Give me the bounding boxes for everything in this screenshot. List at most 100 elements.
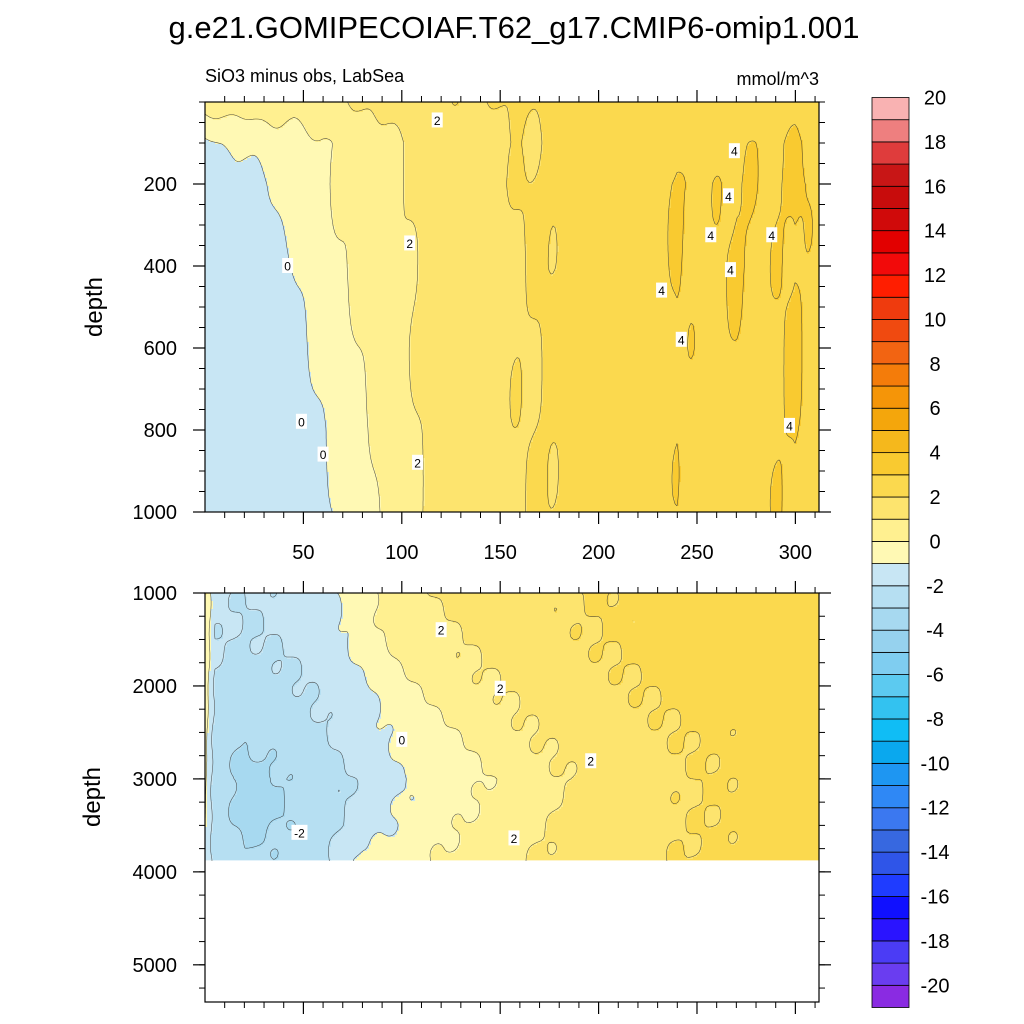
heatmap-cell [223,663,276,666]
heatmap-cell [205,675,210,678]
heatmap-cell [205,647,212,650]
heatmap-cell [581,637,604,640]
heatmap-cell [213,751,236,754]
heatmap-cell [325,416,370,419]
heatmap-cell [339,593,380,596]
heatmap-cell [795,284,798,287]
heatmap-cell [333,142,406,145]
heatmap-cell [783,474,819,477]
heatmap-cell [311,709,382,712]
heatmap-cell [783,490,819,493]
heatmap-cell [349,647,390,650]
heatmap-cell [223,635,242,638]
heatmap-cell [215,679,302,682]
heatmap-cell [509,118,528,121]
heatmap-cell [327,458,372,461]
heatmap-cell [415,302,528,305]
heatmap-cell [737,222,752,225]
heatmap-cell [729,839,740,842]
heatmap-cell [291,260,348,263]
heatmap-cell [231,763,274,766]
heatmap-cell [539,420,786,423]
heatmap-cell [207,769,214,772]
heatmap-cell [511,408,522,411]
heatmap-cell [205,314,308,317]
heatmap-cell [229,813,286,816]
heatmap-cell [355,793,402,796]
heatmap-cell [377,478,426,481]
heatmap-cell [221,118,244,121]
heatmap-cell [529,853,550,856]
heatmap-cell [285,653,350,656]
heatmap-cell [669,737,686,740]
heatmap-cell [205,312,308,315]
heatmap-cell [249,747,332,750]
heatmap-cell [803,314,819,317]
heatmap-cell [205,807,208,810]
heatmap-cell [557,252,670,255]
heatmap-cell [215,703,316,706]
heatmap-cell [245,593,272,596]
heatmap-cell [405,162,510,165]
heatmap-cell [205,134,310,137]
heatmap-cell [397,659,484,662]
heatmap-cell [327,426,370,429]
heatmap-cell [669,268,684,271]
heatmap-cell [363,354,412,357]
heatmap-cell [609,597,620,600]
heatmap-cell [801,294,819,297]
heatmap-cell [523,148,544,151]
heatmap-cell [205,352,310,355]
heatmap-cell [537,843,550,846]
heatmap-cell [213,821,232,824]
heatmap-cell [803,148,819,151]
heatmap-cell [243,627,266,630]
heatmap-cell [381,703,430,706]
heatmap-cell [811,208,819,211]
heatmap-cell [585,601,610,604]
heatmap-cell [533,110,538,113]
heatmap-cell [205,310,308,313]
heatmap-cell [525,214,670,217]
heatmap-cell [527,252,550,255]
heatmap-cell [723,204,744,207]
heatmap-cell [481,811,556,814]
heatmap-cell [671,799,682,802]
y-tick-label: 1000 [133,502,178,524]
heatmap-cell [519,693,632,696]
heatmap-cell [257,156,334,159]
heatmap-cell [403,791,474,794]
heatmap-cell [205,256,290,259]
heatmap-cell [205,819,208,822]
heatmap-cell [687,761,708,764]
contour-label: 4 [724,262,736,278]
heatmap-cell [511,134,526,137]
heatmap-cell [379,695,426,698]
heatmap-cell [243,118,294,121]
heatmap-cell [785,362,804,365]
heatmap-cell [525,238,552,241]
heatmap-cell [803,392,819,395]
heatmap-cell [223,631,244,634]
heatmap-cell [549,492,560,495]
heatmap-cell [745,268,772,271]
x-tick-label: 150 [484,542,517,564]
heatmap-cell [205,490,330,493]
heatmap-cell [425,695,496,698]
heatmap-cell [311,376,368,379]
heatmap-cell [801,408,819,411]
heatmap-cell [609,675,624,678]
heatmap-cell [497,783,568,786]
heatmap-cell [209,681,216,684]
heatmap-cell [381,510,424,512]
heatmap-cell [543,404,786,407]
heatmap-cell [527,510,772,512]
x-tick-label: 200 [582,542,615,564]
heatmap-cell [543,148,748,151]
heatmap-cell [555,272,672,275]
heatmap-cell [773,236,786,239]
heatmap-cell [313,386,368,389]
heatmap-cell [387,645,476,648]
heatmap-cell [687,823,706,826]
heatmap-cell [557,234,670,237]
